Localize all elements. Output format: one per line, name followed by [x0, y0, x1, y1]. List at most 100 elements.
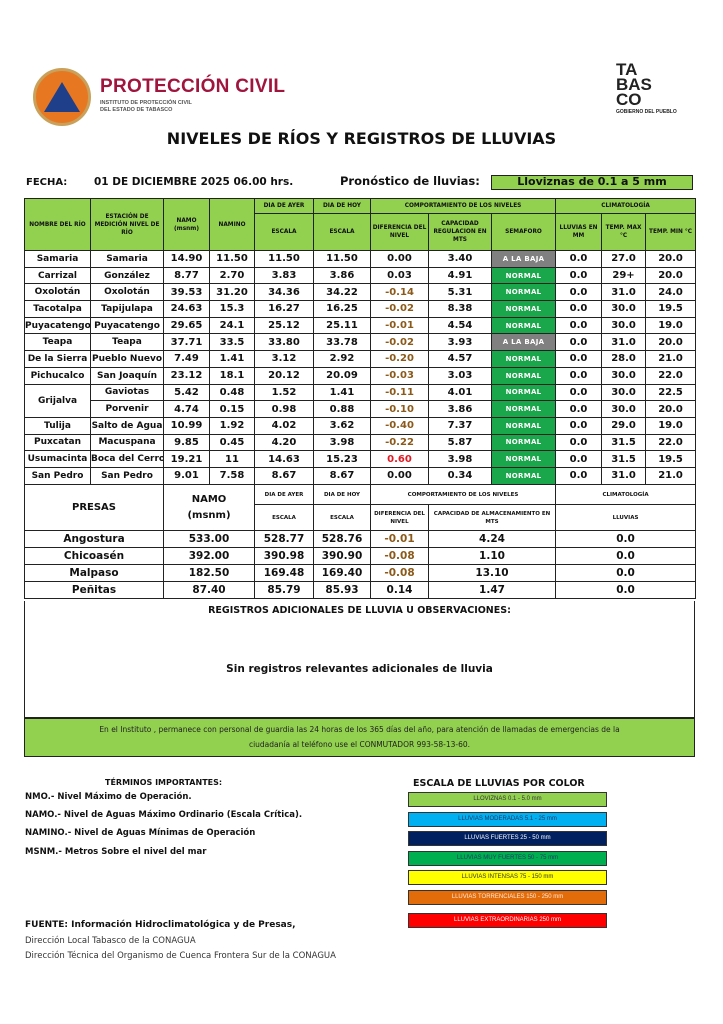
level-difference: -0.20 [370, 350, 429, 368]
gobierno-tabasco-logo: TA BAS CO GOBIERNO DEL PUEBLO [616, 60, 686, 116]
org-subtitle: INSTITUTO DE PROTECCIÓN CIVIL [100, 100, 192, 106]
regulation-capacity: 3.98 [428, 450, 492, 468]
observations-title: REGISTROS ADICIONALES DE LLUVIA U OBSERV… [208, 605, 511, 616]
namo-value: 19.21 [163, 450, 210, 468]
level-difference: -0.02 [370, 333, 429, 352]
dam-row: Malpaso 182.50 169.48 169.40 -0.08 13.10 0.0 [24, 564, 697, 582]
rain-mm: 0.0 [555, 400, 603, 418]
temp-min: 22.0 [645, 366, 697, 385]
forecast-label: Pronóstico de lluvias: [340, 174, 480, 188]
today-level: 11.50 [313, 250, 371, 268]
river-row: Puxcatan Macuspana 9.85 0.45 4.20 3.98 -0.22 5.… [24, 433, 697, 452]
temp-max: 31.5 [601, 450, 647, 468]
namo-value: 39.53 [163, 283, 210, 302]
today-level: 1.41 [313, 383, 371, 402]
river-name: Usumacinta [24, 450, 91, 468]
regulation-capacity: 7.37 [428, 416, 492, 435]
namo-value: 29.65 [163, 316, 210, 335]
col-header-station: ESTACIÓN DE MEDICIÓN NIVEL DE RÍO [90, 198, 164, 251]
semaforo-status-badge: NORMAL [490, 466, 557, 485]
term-item: MSNM.- Metros Sobre el nivel del mar [25, 847, 207, 857]
today-level: 25.11 [313, 316, 371, 335]
yesterday-level: 1.52 [254, 383, 314, 402]
source-line: Dirección Local Tabasco de la CONAGUA [25, 936, 196, 946]
yesterday-level: 8.67 [254, 466, 314, 485]
source-line: Dirección Técnica del Organismo de Cuenc… [25, 951, 336, 961]
level-difference: -0.14 [370, 283, 429, 302]
river-row: Tulija Salto de Agua 10.99 1.92 4.02 3.62 -0.4… [24, 416, 697, 435]
today-level: 33.78 [313, 333, 371, 352]
temp-min: 21.0 [645, 350, 697, 368]
station-name: Pueblo Nuevo [90, 350, 164, 368]
namo-value: 23.12 [163, 366, 210, 385]
col-header-lluvias: LLUVIAS EN MM [555, 213, 603, 251]
rain-mm: 0.0 [555, 466, 603, 485]
river-name: Puyacatengo [24, 316, 91, 335]
yesterday-level: 85.79 [254, 581, 314, 599]
namino-value: 0.45 [209, 433, 255, 452]
rain-mm: 0.0 [555, 333, 603, 352]
term-item: NMO.- Nivel Máximo de Operación. [25, 792, 192, 802]
namino-value: 0.48 [209, 383, 255, 402]
semaforo-status-badge: NORMAL [490, 266, 557, 285]
river-row: Usumacinta Boca del Cerro 19.21 11 14.63 15.2… [24, 450, 697, 468]
proteccion-civil-seal-logo [33, 68, 91, 126]
river-name: Oxolotán [24, 283, 91, 302]
yesterday-level: 528.77 [254, 530, 314, 548]
today-level: 390.90 [313, 547, 371, 565]
semaforo-status-badge: NORMAL [490, 383, 557, 402]
namino-value: 31.20 [209, 283, 255, 302]
semaforo-status-badge: NORMAL [490, 450, 557, 468]
rain-mm: 0.0 [555, 350, 603, 368]
dam-name: Peñitas [24, 581, 164, 599]
semaforo-status-badge: NORMAL [490, 366, 557, 385]
rain-mm: 0.0 [555, 416, 603, 435]
regulation-capacity: 4.01 [428, 383, 492, 402]
level-difference: 0.14 [370, 581, 429, 599]
col-header-namo: NAMO (msnm) [163, 198, 210, 251]
today-level: 15.23 [313, 450, 371, 468]
river-row: Samaria Samaria 14.90 11.50 11.50 11.50 0.00 3.… [24, 250, 697, 268]
today-level: 0.88 [313, 400, 371, 418]
river-row: Oxolotán Oxolotán 39.53 31.20 34.36 34.22 -0.1… [24, 283, 697, 302]
level-difference: -0.40 [370, 416, 429, 435]
level-difference: 0.00 [370, 466, 429, 485]
col-header-river: NOMBRE DEL RÍO [24, 198, 91, 251]
station-name: Gaviotas [90, 383, 164, 402]
river-row: San Pedro San Pedro 9.01 7.58 8.67 8.67 0.00 0.… [24, 466, 697, 485]
level-difference: -0.03 [370, 366, 429, 385]
temp-min: 24.0 [645, 283, 697, 302]
temp-min: 20.0 [645, 250, 697, 268]
temp-min: 21.0 [645, 466, 697, 485]
temp-min: 20.0 [645, 266, 697, 285]
rain-mm: 0.0 [555, 366, 603, 385]
namino-value: 24.1 [209, 316, 255, 335]
temp-max: 29.0 [601, 416, 647, 435]
yesterday-level: 169.48 [254, 564, 314, 582]
today-level: 3.62 [313, 416, 371, 435]
today-level: 3.86 [313, 266, 371, 285]
logo-text: TA [616, 60, 638, 79]
namino-value: 11.50 [209, 250, 255, 268]
col-header-escala: ESCALA [313, 213, 371, 251]
dam-row: Peñitas 87.40 85.79 85.93 0.14 1.47 0.0 [24, 581, 697, 599]
yesterday-level: 25.12 [254, 316, 314, 335]
forecast-value: Lloviznas de 0.1 a 5 mm [491, 175, 693, 190]
regulation-capacity: 5.87 [428, 433, 492, 452]
temp-min: 22.0 [645, 433, 697, 452]
regulation-capacity: 3.03 [428, 366, 492, 385]
temp-min: 19.5 [645, 450, 697, 468]
regulation-capacity: 4.57 [428, 350, 492, 368]
river-name: San Pedro [24, 466, 91, 485]
col-header-escala: ESCALA [254, 213, 314, 251]
today-level: 34.22 [313, 283, 371, 302]
river-row: Porvenir 4.74 0.15 0.98 0.88 -0.10 3.86 NORMAL 0… [25, 400, 697, 418]
dams-table: PRESAS NAMO (msnm) DIA DE AYER DIA DE HOY… [24, 484, 697, 599]
today-level: 20.09 [313, 366, 371, 385]
col-header-escala: ESCALA [313, 504, 371, 531]
namo-value: 533.00 [163, 530, 255, 548]
regulation-capacity: 3.93 [428, 333, 492, 352]
namo-value: 37.71 [163, 333, 210, 352]
dam-row: Chicoasén 392.00 390.98 390.90 -0.08 1.10 0.0 [24, 547, 697, 565]
level-difference: -0.22 [370, 433, 429, 452]
